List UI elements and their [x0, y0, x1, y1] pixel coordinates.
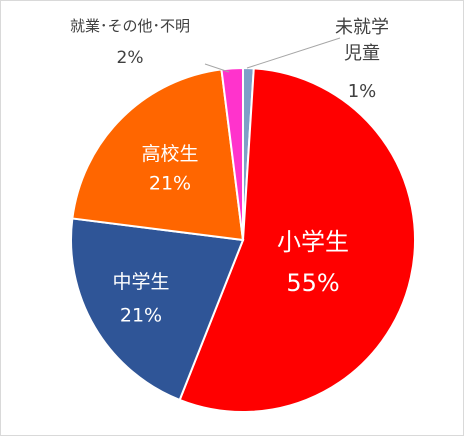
leader-line: [246, 37, 341, 69]
leader-line: [204, 63, 230, 73]
value-label: 1%: [348, 81, 377, 102]
pie-slice: [70, 217, 245, 402]
category-label: 小学生: [277, 228, 349, 256]
category-label: 中学生: [112, 271, 169, 293]
category-label-line: 児童: [344, 43, 380, 64]
value-label: 2%: [117, 48, 144, 68]
category-label-line: 小学生: [277, 228, 349, 256]
value-label: 21%: [120, 305, 162, 327]
category-label: 就業･その他･不明: [70, 17, 190, 35]
category-label: 高校生: [141, 143, 198, 165]
category-label: 未就学児童: [335, 17, 389, 64]
value-label: 55%: [286, 269, 339, 297]
category-label-line: 高校生: [141, 143, 198, 165]
value-label: 21%: [149, 173, 191, 195]
category-label-line: 就業･その他･不明: [70, 17, 190, 35]
category-label-line: 中学生: [112, 271, 169, 293]
pie-slice: [71, 68, 245, 242]
pie-slice: [178, 67, 416, 413]
category-label-line: 未就学: [335, 17, 389, 38]
